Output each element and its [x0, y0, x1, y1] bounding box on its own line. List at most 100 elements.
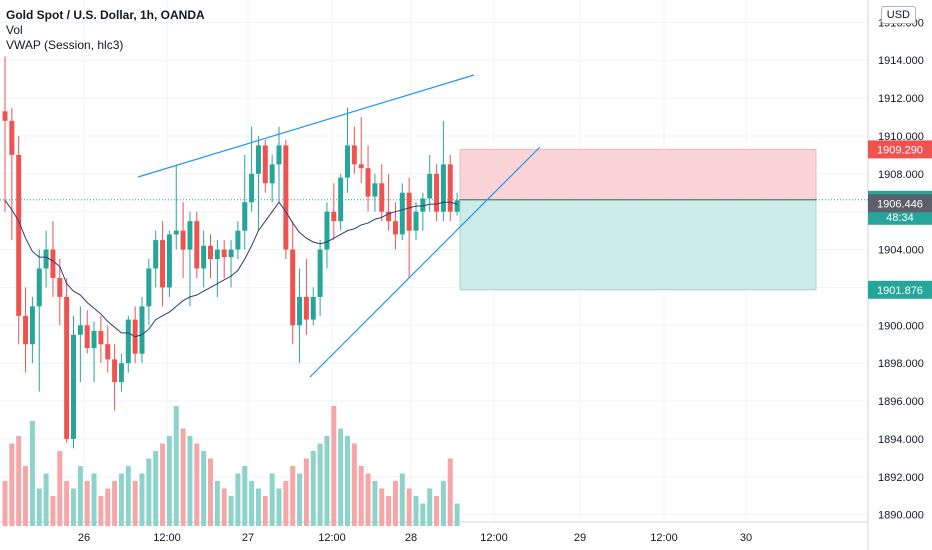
volume-bar [386, 496, 392, 526]
volume-bar [64, 481, 70, 526]
candle-body [379, 183, 385, 212]
candle-body [283, 145, 289, 250]
candle-body [386, 211, 392, 222]
candle-body [9, 120, 15, 155]
volume-bar [173, 406, 179, 526]
volume-bar [365, 473, 371, 526]
upper-trendline [137, 74, 475, 178]
volume-bar [249, 481, 255, 526]
volume-bar [180, 428, 186, 526]
candle-body [36, 268, 42, 307]
time-tick-label: 28 [405, 532, 417, 544]
candle-body [303, 296, 309, 320]
candle-body [43, 249, 49, 269]
symbol-title[interactable]: Gold Spot / U.S. Dollar, 1h, OANDA [6, 8, 205, 22]
volume-bar [290, 466, 296, 526]
volume-bar [84, 481, 90, 526]
volume-bar [235, 473, 241, 526]
candle-body [351, 145, 357, 165]
volume-bar [201, 451, 207, 526]
volume-bar [255, 488, 261, 526]
target-price-label: 1901.876 [877, 285, 923, 297]
target-price-label-bg [868, 280, 932, 299]
volume-bar [2, 481, 8, 526]
candle-body [434, 173, 440, 212]
time-tick-label: 29 [574, 532, 586, 544]
price-tick-label: 1898.000 [878, 358, 924, 370]
volume-bar [440, 481, 446, 526]
volume-bar [331, 406, 337, 526]
candle-body [208, 245, 213, 260]
time-tick-label: 26 [78, 532, 90, 544]
volume-bar [153, 451, 159, 526]
vwap-line [4, 200, 458, 338]
candle-body [406, 192, 412, 231]
currency-badge[interactable]: USD [880, 6, 916, 24]
volume-bar [214, 481, 220, 526]
indicator-vwap-label[interactable]: VWAP (Session, hlc3) [6, 38, 124, 52]
volume-bar [208, 458, 213, 526]
candle-body [194, 221, 200, 269]
candle-body [297, 296, 303, 326]
candle-body [98, 330, 104, 345]
volume-bar [125, 466, 131, 526]
volume-bar [324, 436, 330, 526]
candle-body [180, 230, 186, 250]
volume-bar [434, 496, 440, 526]
time-tick-label: 12:00 [318, 532, 346, 544]
candle-body [91, 330, 97, 349]
vwap-price-label-bg [868, 194, 932, 213]
chart-legend: Gold Spot / U.S. Dollar, 1h, OANDA Vol V… [6, 8, 205, 53]
candle-body [84, 325, 90, 349]
volume-bar [112, 481, 118, 526]
candle-body [29, 306, 35, 345]
candle-body [112, 359, 118, 383]
candle-body [255, 145, 261, 174]
candle-body [166, 234, 172, 288]
candle-body [427, 173, 433, 199]
candle-body [331, 211, 337, 222]
volume-bar [269, 473, 275, 526]
price-tick-label: 1908.000 [878, 169, 924, 181]
price-tick-label: 1894.000 [878, 434, 924, 446]
volume-bar [160, 443, 166, 526]
volume-bar [9, 443, 15, 526]
volume-bar [146, 458, 152, 526]
candle-body [146, 268, 152, 307]
price-tick-label: 1914.000 [878, 55, 924, 67]
candle-body [317, 249, 323, 297]
candle-body [454, 200, 460, 212]
volume-bar [36, 488, 42, 526]
volume-bar [77, 466, 83, 526]
volume-bar [413, 496, 419, 526]
candle-body [242, 202, 248, 231]
volume-bar [71, 488, 76, 526]
indicator-vol-label[interactable]: Vol [6, 23, 23, 37]
candle-body [50, 249, 56, 278]
time-tick-label: 12:00 [650, 532, 678, 544]
candle-body [358, 164, 364, 169]
countdown-bg [868, 208, 932, 225]
stop-loss-zone [459, 148, 817, 201]
candle-body [440, 164, 446, 212]
volume-bar [29, 421, 35, 526]
volume-bar [43, 473, 49, 526]
volume-bar [358, 466, 364, 526]
volume-bar [303, 458, 309, 526]
candle-body [64, 296, 70, 439]
take-profit-zone [459, 199, 817, 291]
volume-bar [372, 481, 378, 526]
volume-bar [221, 488, 227, 526]
volume-bar [242, 466, 248, 526]
candle-body [2, 111, 8, 121]
volume-bar [447, 458, 453, 526]
price-tick-label: 1892.000 [878, 472, 924, 484]
volume-bar [132, 481, 138, 526]
candle-body [276, 145, 282, 165]
candle-body [118, 363, 124, 383]
volume-bar [283, 481, 289, 526]
candle-body [214, 249, 220, 260]
time-tick-label: 27 [242, 532, 254, 544]
volume-bar [276, 488, 282, 526]
